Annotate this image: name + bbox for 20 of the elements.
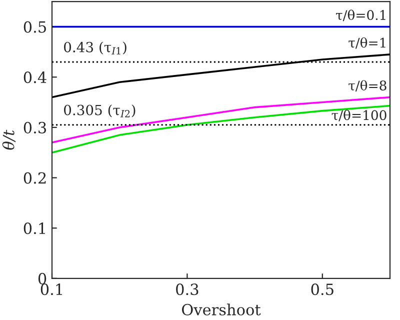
y-axis-title: θ/t <box>2 130 16 150</box>
y-tick-label: 0.3 <box>24 122 46 134</box>
x-tick-label: 0.1 <box>40 284 62 296</box>
series-label: τ/θ=8 <box>348 80 386 92</box>
y-tick-label: 0.2 <box>24 172 46 184</box>
line-series <box>52 54 390 98</box>
y-tick-label: 0 <box>38 272 46 284</box>
x-tick-label: 0.5 <box>311 284 334 296</box>
series-label: τ/θ=0.1 <box>336 10 386 22</box>
ref-line-label: 0.305 (τ$_{I2}$) <box>64 104 136 118</box>
x-tick-label: 0.3 <box>176 284 198 296</box>
x-axis-title: Overshoot <box>182 304 261 316</box>
y-tick-label: 0.5 <box>24 21 46 33</box>
series-label: τ/θ=100 <box>332 110 386 122</box>
y-tick-label: 0.1 <box>24 222 45 234</box>
ref-line-label: 0.43 (τ$_{I1}$) <box>64 42 126 54</box>
y-tick-label: 0.4 <box>24 72 46 84</box>
series-label: τ/θ=1 <box>348 37 386 49</box>
line-series <box>52 96 390 144</box>
line-series <box>52 104 390 154</box>
